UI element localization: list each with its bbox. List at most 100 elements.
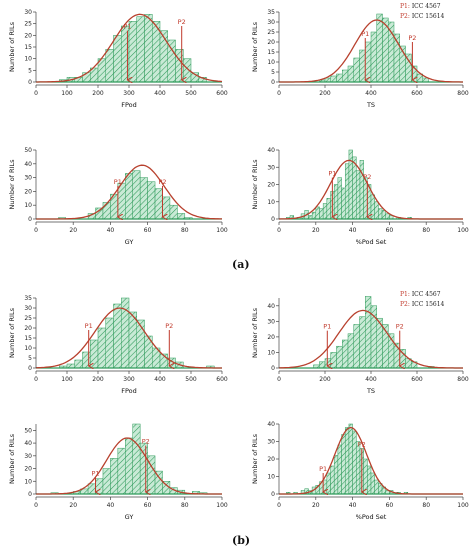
- parent-marker-label: P2: [158, 178, 166, 186]
- y-tick-label: 30: [267, 318, 275, 325]
- y-tick-label: 20: [267, 456, 275, 463]
- y-tick-label: 0: [271, 79, 275, 86]
- histogram-bar: [376, 13, 383, 83]
- y-tick-label: 30: [24, 9, 32, 16]
- x-tick-label: 100: [61, 90, 73, 97]
- y-tick-label: 0: [28, 216, 32, 223]
- y-tick-label: 40: [267, 303, 275, 310]
- y-tick-label: 30: [267, 439, 275, 446]
- x-tick-label: 200: [92, 90, 104, 97]
- histogram-bar: [132, 170, 141, 220]
- histogram-bar: [359, 160, 364, 220]
- histogram-bar: [330, 75, 337, 83]
- x-tick-label: 80: [181, 227, 189, 234]
- x-tick-label: 80: [181, 502, 189, 509]
- chart-panel: 0 10 20 30 40 50 0 20 40 60 80 100 GY Number of RILs P…: [8, 423, 228, 521]
- y-tick-label: 30: [267, 19, 275, 26]
- histogram-bar: [136, 16, 145, 83]
- y-tick-label: 0: [271, 216, 275, 223]
- histogram-bar: [117, 447, 126, 495]
- histogram-bar: [95, 478, 104, 495]
- histogram-bar: [374, 201, 379, 220]
- histogram-bar: [330, 352, 337, 369]
- x-tick-label: 800: [457, 90, 469, 97]
- x-tick-label: 100: [216, 227, 228, 234]
- histogram-bar: [359, 316, 366, 369]
- parent-marker-label: P1: [114, 178, 122, 186]
- histogram-bar: [162, 196, 171, 220]
- x-axis-label: FPod: [121, 101, 137, 109]
- y-axis-label: Number of RILs: [251, 21, 259, 72]
- histogram-bar: [336, 73, 343, 83]
- x-tick-label: 600: [216, 376, 228, 383]
- legend-b: P1: ICC 4567 P2: ICC 15614: [400, 291, 445, 308]
- y-tick-label: 40: [24, 440, 32, 447]
- y-tick-label: 40: [267, 421, 275, 428]
- y-tick-label: 35: [24, 295, 32, 302]
- x-axis-label: TS: [366, 101, 375, 109]
- histogram-bar: [381, 210, 386, 220]
- x-tick-label: 80: [422, 502, 430, 509]
- y-tick-label: 15: [24, 44, 32, 51]
- histogram-bar: [359, 49, 366, 83]
- histogram-bar: [365, 296, 372, 369]
- y-tick-label: 30: [24, 175, 32, 182]
- legend-a: P1: ICC 4567 P2: ICC 15614: [400, 3, 445, 20]
- parent-marker-label: P2: [358, 441, 366, 449]
- histogram-bar: [374, 479, 379, 495]
- normal-fit-curve: [279, 426, 463, 495]
- y-tick-label: 0: [271, 491, 275, 498]
- x-tick-label: 300: [123, 90, 135, 97]
- histogram-bar: [336, 345, 343, 369]
- parent-marker-label: P2: [363, 173, 371, 181]
- histogram-bar: [333, 184, 339, 220]
- histogram-bar: [367, 465, 372, 495]
- x-tick-label: 0: [34, 376, 38, 383]
- x-tick-label: 60: [144, 502, 152, 509]
- histogram-bar: [319, 361, 326, 369]
- y-tick-label: 35: [267, 9, 275, 16]
- y-tick-label: 0: [28, 491, 32, 498]
- histogram-bar: [102, 202, 111, 220]
- y-tick-label: 10: [267, 474, 275, 481]
- histogram-bar: [128, 311, 137, 369]
- y-tick-label: 30: [24, 305, 32, 312]
- x-tick-label: 40: [107, 502, 115, 509]
- histogram-bar: [74, 359, 83, 369]
- x-tick-label: 400: [154, 376, 166, 383]
- histogram-bar: [370, 472, 375, 495]
- normal-fit-curve: [278, 159, 463, 220]
- x-tick-label: 20: [69, 227, 77, 234]
- histogram-bar: [356, 170, 361, 220]
- histogram-bar: [132, 423, 141, 495]
- panel-label-b: (b): [232, 534, 251, 547]
- y-tick-label: 0: [28, 365, 32, 372]
- y-tick-label: 50: [24, 427, 32, 434]
- histogram-bar: [333, 455, 339, 495]
- histogram-bar: [315, 206, 320, 220]
- x-tick-label: 400: [154, 90, 166, 97]
- x-tick-label: 100: [216, 502, 228, 509]
- x-tick-label: 500: [185, 376, 197, 383]
- histogram-bar: [311, 211, 317, 220]
- x-tick-label: 60: [386, 227, 394, 234]
- histogram-bar: [342, 339, 349, 369]
- y-axis-label: Number of RILs: [8, 307, 16, 358]
- x-tick-label: 80: [422, 227, 430, 234]
- x-tick-label: 40: [349, 227, 357, 234]
- histogram-bar: [342, 69, 349, 83]
- histogram-bar: [105, 49, 114, 83]
- normal-fit-curve: [36, 164, 222, 220]
- histogram-bar: [347, 65, 354, 83]
- legend-p1: P1: ICC 4567: [400, 3, 441, 10]
- parent-marker-label: P2: [142, 438, 150, 446]
- histogram-bar: [363, 177, 368, 220]
- x-tick-label: 0: [277, 90, 281, 97]
- y-tick-label: 20: [267, 39, 275, 46]
- histogram-bar: [337, 444, 342, 495]
- histogram-bar: [341, 434, 346, 495]
- parent-marker-label: P2: [396, 323, 404, 331]
- x-tick-label: 0: [277, 502, 281, 509]
- histogram-bar: [125, 437, 133, 495]
